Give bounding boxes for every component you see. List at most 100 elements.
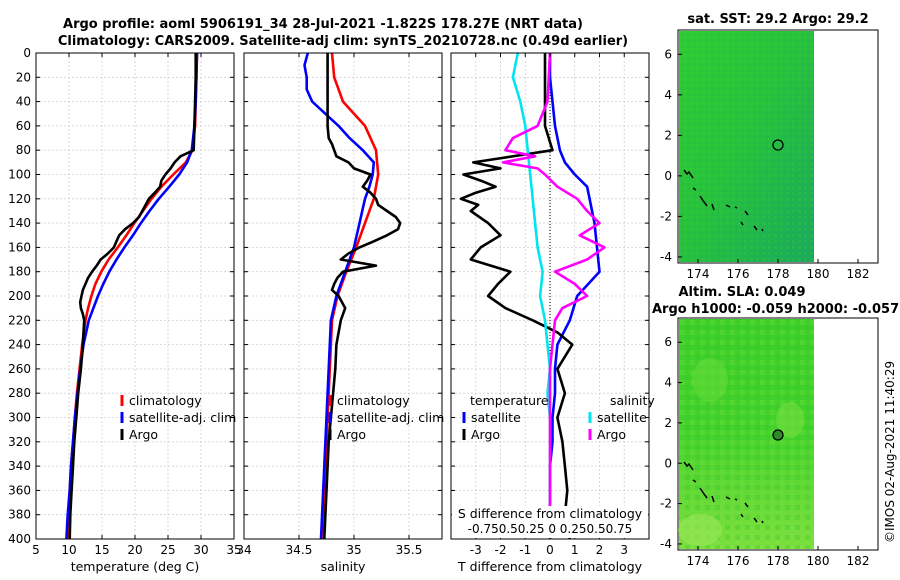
y-tick-label: 240 [8, 338, 31, 352]
legend-title-temperature: temperature [470, 393, 549, 408]
salinity-panel: 34 34.5 35 35.5 salinity climatology satellite… [236, 52, 444, 574]
map-y-tick-label: 0 [664, 169, 672, 183]
legend-label: Argo [337, 427, 366, 442]
map-x-tick-label: 178 [767, 267, 790, 281]
series-line-argo [68, 53, 197, 539]
series-group [303, 53, 402, 539]
difference-panel: -3 -2 -1 0 1 2 3 T difference from climatology t… [450, 52, 655, 574]
y-tick-label: 260 [8, 362, 31, 376]
map-y-tick-label: 2 [664, 416, 672, 430]
x-tick-label: 1 [571, 543, 579, 557]
series-line-argo [323, 53, 402, 539]
y-tick-label: 400 [8, 532, 31, 546]
y-tick-label: 200 [8, 289, 31, 303]
y-tick-label: 0 [23, 46, 31, 60]
sst-map [677, 29, 879, 264]
y-tick-label: 160 [8, 240, 31, 254]
y-tick-label: 220 [8, 313, 31, 327]
s-difference-ticks: -0.750.50.25 0 0.250.50.75 [468, 522, 633, 536]
x-axis-label: T difference from climatology [457, 559, 643, 574]
sla-map-title: Altim. SLA: 0.049 [679, 285, 806, 300]
map-x-tick-label: 180 [807, 554, 830, 568]
axes-frame-overlay [450, 52, 650, 540]
legend-label: Argo [129, 427, 158, 442]
sst-map-axes: 174 176 178 180 182 6 4 2 0 -2 -4 [660, 47, 869, 281]
timestamp-stamp: ©IMOS 02-Aug-2021 11:40:29 [883, 361, 897, 543]
legend-title-salinity: salinity [610, 393, 655, 408]
x-tick-label: 5 [32, 543, 40, 557]
y-tick-label: 40 [16, 95, 31, 109]
map-y-tick-label: 6 [664, 47, 672, 61]
map-x-tick-label: 182 [847, 554, 870, 568]
legend-label: climatology [337, 393, 410, 408]
map-y-tick-label: 2 [664, 128, 672, 142]
sst-coastline [683, 169, 764, 232]
map-y-tick-label: -2 [660, 209, 672, 223]
map-x-tick-label: 174 [687, 554, 710, 568]
y-tick-label: 340 [8, 459, 31, 473]
legend-label: satellite-adj. clim [129, 410, 236, 425]
x-tick-label: -2 [495, 543, 507, 557]
y-tick-label: 80 [16, 143, 31, 157]
y-tick-label: 180 [8, 265, 31, 279]
series-line-temperature-satellite [548, 53, 601, 539]
sla-eddy-1 [692, 358, 728, 402]
map-y-tick-label: -2 [660, 497, 672, 511]
sst-field-texture [679, 31, 814, 262]
x-tick-label: -1 [519, 543, 531, 557]
sla-eddy-3 [678, 514, 722, 546]
x-tick-label: 35 [346, 543, 361, 557]
x-tick-label: 35.5 [396, 543, 423, 557]
map-y-tick-label: 4 [664, 376, 672, 390]
sla-map [677, 317, 879, 551]
x-axis-label: temperature (deg C) [71, 559, 200, 574]
s-axis-backdrop [452, 506, 648, 538]
x-tick-label: 15 [94, 543, 109, 557]
temperature-panel: 5 10 15 20 25 30 35 temperature (deg C) 0 20 40 60 8… [8, 46, 242, 574]
map-x-tick-label: 182 [847, 267, 870, 281]
series-group [459, 53, 606, 539]
sst-map-title: sat. SST: 29.2 Argo: 29.2 [687, 12, 868, 27]
sla-coastline [683, 461, 764, 524]
sla-eddy-2 [776, 402, 804, 438]
y-tick-label: 20 [16, 70, 31, 84]
legend-label: satellite [597, 410, 647, 425]
map-y-tick-label: 6 [664, 335, 672, 349]
legend-label: satellite [471, 410, 521, 425]
x-tick-label: 0 [546, 543, 554, 557]
map-y-tick-label: 0 [664, 456, 672, 470]
x-tick-label: 30 [193, 543, 208, 557]
map-x-tick-label: 174 [687, 267, 710, 281]
y-tick-label: 60 [16, 119, 31, 133]
x-tick-label: 3 [620, 543, 628, 557]
x-tick-label: 35 [226, 543, 241, 557]
sla-argo-marker [772, 429, 784, 441]
x-tick-label: 10 [61, 543, 76, 557]
figure-title-line2: Climatology: CARS2009. Satellite-adj cli… [58, 34, 628, 49]
sla-map-axes: 174 176 178 180 182 6 4 2 0 -2 -4 [660, 335, 869, 568]
legend-label: climatology [129, 393, 202, 408]
series-line-satellite-adj-clim [65, 53, 199, 539]
x-tick-label: 2 [596, 543, 604, 557]
y-tick-label: 360 [8, 483, 31, 497]
map-y-tick-label: 4 [664, 88, 672, 102]
x-axis-label: salinity [321, 559, 366, 574]
x-tick-label: 34.5 [286, 543, 313, 557]
map-y-tick-label: -4 [660, 537, 672, 551]
s-difference-label: S difference from climatology [458, 506, 643, 521]
map-y-tick-label: -4 [660, 250, 672, 264]
sla-map-subtitle: Argo h1000: -0.059 h2000: -0.057 [652, 302, 899, 317]
map-x-tick-label: 176 [727, 554, 750, 568]
legend-label: Argo [597, 427, 626, 442]
series-line-salinity-argo [501, 53, 606, 539]
x-tick-label: 20 [127, 543, 142, 557]
y-tick-label: 120 [8, 192, 31, 206]
x-tick-label: 34 [236, 543, 251, 557]
legend-label: Argo [471, 427, 500, 442]
x-tick-label: -3 [470, 543, 482, 557]
series-line-satellite-adj-clim [303, 53, 376, 539]
series-line-temperature-argo [459, 53, 574, 539]
sst-argo-marker [772, 139, 784, 151]
map-x-tick-label: 176 [727, 267, 750, 281]
